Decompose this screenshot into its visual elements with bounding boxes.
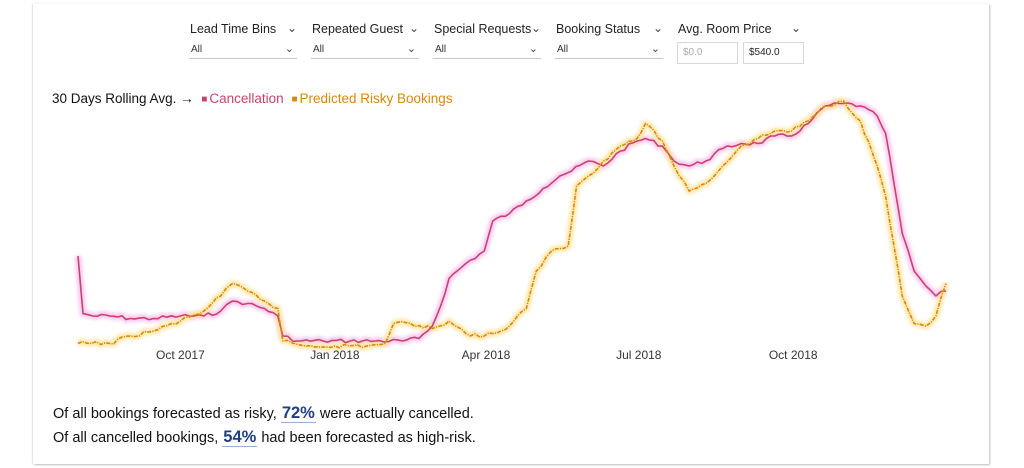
filter-select[interactable]: All ⌄ <box>555 41 663 59</box>
stat-precision-value: 72% <box>280 404 316 423</box>
filter-label: Avg. Room Price <box>678 22 772 36</box>
filter-select[interactable]: All ⌄ <box>433 41 541 59</box>
stat-recall-value: 54% <box>222 428 258 447</box>
chevron-down-icon[interactable]: ⌄ <box>791 21 802 35</box>
chevron-down-icon: ⌄ <box>528 43 538 55</box>
stat-text: were actually cancelled. <box>315 406 474 422</box>
series-line-cancellation[interactable] <box>77 102 947 344</box>
stat-text: had been forecasted as high-risk. <box>257 430 476 446</box>
legend-label-cancellation: Cancellation <box>209 91 284 106</box>
chevron-down-icon[interactable]: ⌄ <box>653 21 664 35</box>
chart-legend: 30 Days Rolling Avg. → ■ Cancellation ■ Pr… <box>52 91 453 106</box>
x-tick-label: Oct 2018 <box>769 348 818 362</box>
stat-text: Of all cancelled bookings, <box>53 430 223 446</box>
filter-value: All <box>435 44 447 55</box>
chevron-down-icon[interactable]: ⌄ <box>409 21 420 35</box>
legend-lead-text: 30 Days Rolling Avg. → <box>52 91 194 106</box>
legend-marker-predicted: ■ <box>291 94 298 105</box>
x-tick-label: Jan 2018 <box>310 348 360 362</box>
dashboard-panel <box>33 4 989 464</box>
filter-value: All <box>557 44 569 55</box>
filter-select[interactable]: All ⌄ <box>189 41 297 59</box>
filter-label: Special Requests <box>434 22 532 36</box>
price-min-value: $0.0 <box>683 47 703 58</box>
x-tick-label: Jul 2018 <box>616 348 662 362</box>
stat-text: Of all bookings forecasted as risky, <box>53 406 281 422</box>
filter-label: Lead Time Bins <box>190 22 277 36</box>
summary-stats: Of all bookings forecasted as risky, 72%… <box>53 402 476 450</box>
filter-label: Repeated Guest <box>312 22 404 36</box>
chevron-down-icon[interactable]: ⌄ <box>531 21 542 35</box>
chevron-down-icon: ⌄ <box>284 43 294 55</box>
legend-label-predicted: Predicted Risky Bookings <box>299 91 453 106</box>
filter-label: Booking Status <box>556 22 641 36</box>
filter-value: All <box>313 44 325 55</box>
x-tick-label: Oct 2017 <box>156 348 205 362</box>
price-min-input[interactable]: $0.0 <box>677 42 738 64</box>
chevron-down-icon: ⌄ <box>406 43 416 55</box>
x-tick-label: Apr 2018 <box>462 348 511 362</box>
price-max-value: $540.0 <box>749 47 780 58</box>
chevron-down-icon: ⌄ <box>650 43 660 55</box>
stat-line-1: Of all bookings forecasted as risky, 72%… <box>53 402 476 426</box>
chevron-down-icon[interactable]: ⌄ <box>287 21 298 35</box>
legend-marker-cancellation: ■ <box>201 94 208 105</box>
series-glow-1 <box>76 97 950 352</box>
stat-line-2: Of all cancelled bookings, 54% had been … <box>53 426 476 450</box>
price-max-input[interactable]: $540.0 <box>743 42 804 64</box>
filter-select[interactable]: All ⌄ <box>311 41 419 59</box>
filter-value: All <box>191 44 203 55</box>
